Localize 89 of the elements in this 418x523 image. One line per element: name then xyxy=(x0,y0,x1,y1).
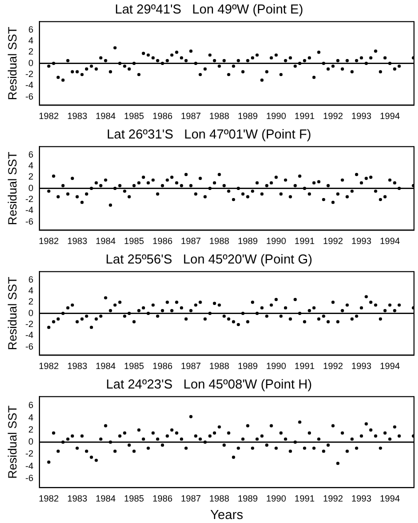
y-tick-label: 2 xyxy=(28,424,34,434)
y-tick-label: -4 xyxy=(25,460,34,471)
x-tick-label: 1988 xyxy=(209,493,230,504)
x-tick-label: 1991 xyxy=(294,236,315,246)
y-axis-title: Residual SST xyxy=(6,26,20,100)
x-tick-label: 1990 xyxy=(266,111,286,122)
x-tick-label: 1989 xyxy=(238,111,258,122)
x-tick-label: 1983 xyxy=(67,236,88,246)
x-axis-title: Years xyxy=(210,506,244,522)
y-tick-label: -2 xyxy=(25,69,34,80)
x-tick-label: 1991 xyxy=(294,361,315,372)
y-tick-label: 6 xyxy=(28,24,34,34)
y-tick-label: 0 xyxy=(28,182,34,193)
x-tick-label: 1987 xyxy=(180,111,201,122)
x-tick-label: 1985 xyxy=(124,236,144,246)
y-tick-label: 4 xyxy=(28,412,34,422)
x-tick-label: 1992 xyxy=(322,361,344,372)
y-tick-label: -2 xyxy=(25,194,34,204)
x-tick-label: 1993 xyxy=(351,236,372,246)
y-tick-label: -6 xyxy=(25,472,34,483)
x-tick-label: 1991 xyxy=(294,111,315,122)
x-tick-label: 1986 xyxy=(152,361,172,372)
y-tick-label: -4 xyxy=(25,330,34,340)
x-tick-label: 1982 xyxy=(38,493,59,504)
y-tick-label: 4 xyxy=(28,160,34,171)
x-tick-label: 1994 xyxy=(380,493,400,504)
x-tick-label: 1987 xyxy=(180,493,201,504)
x-tick-label: 1990 xyxy=(266,236,286,246)
y-tick-label: -2 xyxy=(25,448,34,459)
x-tick-label: 1987 xyxy=(180,361,201,372)
x-tick-label: 1990 xyxy=(266,493,286,504)
x-tick-label: 1983 xyxy=(67,361,88,372)
x-tick-label: 1989 xyxy=(238,493,258,504)
x-tick-label: 1992 xyxy=(322,493,344,504)
y-tick-label: -4 xyxy=(25,205,34,216)
x-tick-label: 1985 xyxy=(124,111,144,122)
chart-title: Lat 29º41'S Lon 49ºW (Point E) xyxy=(114,1,304,16)
y-tick-label: 6 xyxy=(28,149,34,160)
x-tick-label: 1984 xyxy=(96,236,116,246)
x-tick-label: 1984 xyxy=(96,361,116,372)
y-tick-label: -6 xyxy=(25,341,34,352)
x-tick-label: 1987 xyxy=(180,236,201,246)
x-tick-label: 1994 xyxy=(380,236,400,246)
x-tick-label: 1986 xyxy=(152,111,172,122)
y-axis-title: Residual SST xyxy=(6,404,20,479)
x-tick-label: 1993 xyxy=(351,493,372,504)
y-tick-label: -2 xyxy=(25,319,34,330)
y-tick-label: 0 xyxy=(28,436,34,447)
y-tick-label: 2 xyxy=(28,172,34,182)
x-tick-label: 1993 xyxy=(351,361,372,372)
y-tick-label: 4 xyxy=(28,286,34,296)
x-tick-label: 1984 xyxy=(96,493,116,504)
x-tick-label: 1982 xyxy=(38,236,59,246)
x-tick-label: 1983 xyxy=(67,111,88,122)
y-tick-label: -6 xyxy=(25,91,34,102)
x-tick-label: 1985 xyxy=(124,493,144,504)
y-axis-title: Residual SST xyxy=(6,276,20,350)
x-tick-label: 1982 xyxy=(38,111,59,122)
x-tick-label: 1994 xyxy=(380,111,400,122)
x-tick-label: 1988 xyxy=(209,111,230,122)
y-tick-label: 2 xyxy=(28,296,34,307)
x-tick-label: 1989 xyxy=(238,361,258,372)
chart-title: Lat 25º56'S Lon 45º20'W (Point G) xyxy=(106,251,312,266)
x-tick-label: 1983 xyxy=(67,493,88,504)
x-tick-label: 1991 xyxy=(294,493,315,504)
x-tick-label: 1993 xyxy=(351,111,372,122)
y-tick-label: 6 xyxy=(28,274,34,284)
x-tick-label: 1989 xyxy=(238,236,258,246)
x-tick-label: 1985 xyxy=(124,361,144,372)
x-tick-label: 1982 xyxy=(38,361,59,372)
x-tick-label: 1992 xyxy=(322,236,344,246)
x-tick-label: 1988 xyxy=(209,361,230,372)
x-tick-label: 1988 xyxy=(209,236,230,246)
y-axis-title: Residual SST xyxy=(6,151,20,226)
chart-title: Lat 24º23'S Lon 45º08'W (Point H) xyxy=(106,376,312,392)
y-tick-label: -6 xyxy=(25,216,34,226)
y-tick-label: 0 xyxy=(28,308,34,318)
x-tick-label: 1986 xyxy=(152,236,172,246)
x-tick-label: 1986 xyxy=(152,493,172,504)
y-tick-label: -4 xyxy=(25,80,34,90)
x-tick-label: 1990 xyxy=(266,361,286,372)
chart-title: Lat 26º31'S Lon 47º01'W (Point F) xyxy=(106,126,312,142)
y-tick-label: 4 xyxy=(28,36,34,46)
x-tick-label: 1984 xyxy=(96,111,116,122)
y-tick-label: 0 xyxy=(28,58,34,68)
x-tick-label: 1992 xyxy=(322,111,344,122)
x-tick-label: 1994 xyxy=(380,361,400,372)
y-tick-label: 2 xyxy=(28,46,34,57)
y-tick-label: 6 xyxy=(28,400,34,410)
